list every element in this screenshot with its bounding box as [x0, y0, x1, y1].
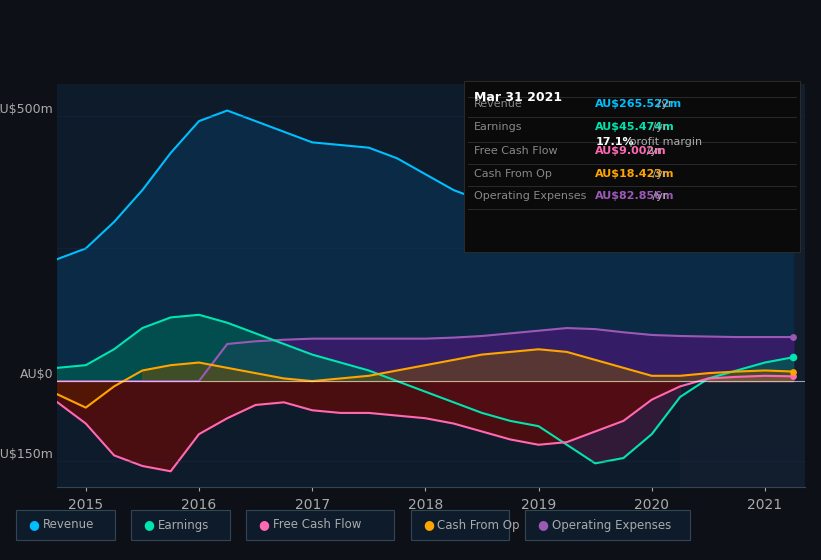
Text: /yr: /yr [654, 99, 672, 109]
Text: AU$18.423m: AU$18.423m [595, 169, 675, 179]
Text: Free Cash Flow: Free Cash Flow [273, 519, 361, 531]
Text: Earnings: Earnings [474, 122, 522, 132]
Text: ●: ● [144, 519, 154, 531]
Text: AU$0: AU$0 [20, 368, 53, 381]
Text: /yr: /yr [649, 169, 667, 179]
Point [787, 333, 800, 342]
Text: ●: ● [423, 519, 433, 531]
Text: -AU$150m: -AU$150m [0, 447, 53, 461]
Text: ●: ● [259, 519, 269, 531]
Text: profit margin: profit margin [626, 137, 703, 147]
Text: AU$9.002m: AU$9.002m [595, 146, 667, 156]
Text: /yr: /yr [649, 122, 667, 132]
Point [787, 372, 800, 381]
Text: Cash From Op: Cash From Op [437, 519, 519, 531]
Point [787, 236, 800, 245]
Text: 17.1%: 17.1% [595, 137, 634, 147]
Text: AU$45.474m: AU$45.474m [595, 122, 675, 132]
Text: Operating Expenses: Operating Expenses [474, 191, 586, 201]
Text: AU$500m: AU$500m [0, 103, 53, 116]
Text: AU$82.856m: AU$82.856m [595, 191, 675, 201]
Point [787, 353, 800, 362]
Text: /yr: /yr [649, 191, 667, 201]
Text: /yr: /yr [644, 146, 662, 156]
Text: Revenue: Revenue [43, 519, 94, 531]
Text: ●: ● [29, 519, 39, 531]
Text: AU$265.522m: AU$265.522m [595, 99, 682, 109]
Text: Cash From Op: Cash From Op [474, 169, 552, 179]
Text: Operating Expenses: Operating Expenses [552, 519, 671, 531]
Text: Free Cash Flow: Free Cash Flow [474, 146, 557, 156]
Point [787, 367, 800, 376]
Text: Earnings: Earnings [158, 519, 209, 531]
Text: Revenue: Revenue [474, 99, 522, 109]
Text: Mar 31 2021: Mar 31 2021 [474, 91, 562, 104]
Bar [680, 84, 805, 487]
Text: ●: ● [538, 519, 548, 531]
